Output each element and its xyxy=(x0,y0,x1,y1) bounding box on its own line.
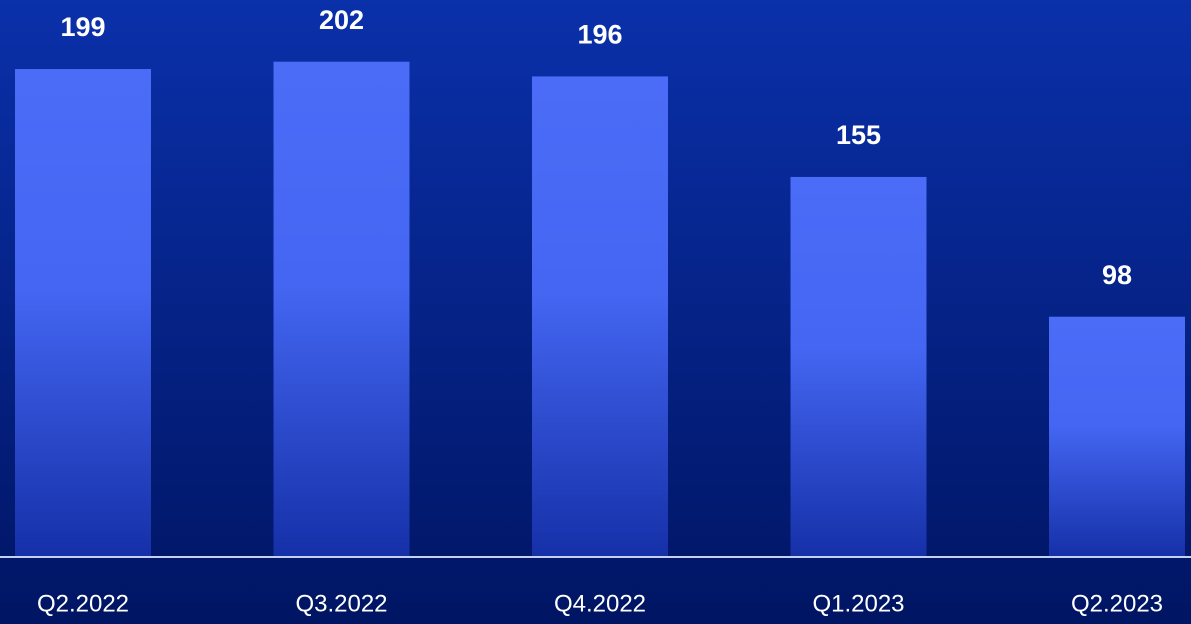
bar xyxy=(790,176,927,557)
data-label: 196 xyxy=(577,20,622,50)
x-tick-label: Q1.2023 xyxy=(812,590,904,617)
data-label: 199 xyxy=(60,12,105,42)
data-label: 98 xyxy=(1102,260,1132,290)
bar xyxy=(15,69,151,557)
x-tick-label: Q4.2022 xyxy=(554,590,646,617)
data-label: 202 xyxy=(319,5,364,35)
data-label: 155 xyxy=(836,120,881,150)
bars xyxy=(15,61,1185,558)
x-tick-label: Q2.2023 xyxy=(1071,590,1163,617)
bar xyxy=(1049,316,1185,557)
bar xyxy=(532,76,668,558)
bar xyxy=(273,61,410,558)
x-tick-label: Q2.2022 xyxy=(37,590,129,617)
x-tick-label: Q3.2022 xyxy=(295,590,387,617)
